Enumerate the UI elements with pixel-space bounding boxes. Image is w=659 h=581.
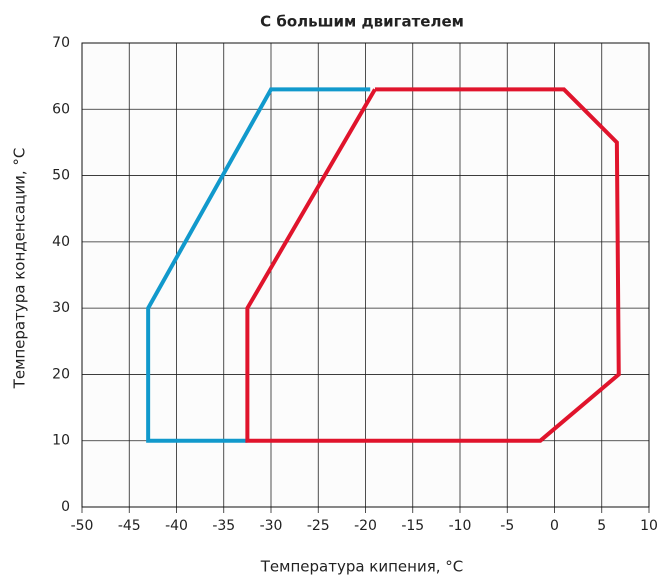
- x-tick-label: -35: [212, 518, 235, 534]
- x-tick-label: -30: [260, 518, 283, 534]
- y-tick-label: 70: [52, 35, 70, 51]
- chart-title: С большим двигателем: [260, 13, 464, 31]
- x-tick-label: -10: [449, 518, 472, 534]
- y-tick-label: 50: [52, 168, 70, 184]
- x-tick-label: -45: [118, 518, 141, 534]
- series-line: [146, 87, 371, 443]
- y-tick-label: 60: [52, 101, 70, 117]
- y-tick-label: 20: [52, 366, 70, 382]
- x-tick-label: 10: [640, 518, 658, 534]
- x-tick-label: -40: [165, 518, 188, 534]
- plot-border: [81, 42, 650, 508]
- y-tick-label: 10: [52, 433, 70, 449]
- x-tick-label: -50: [71, 518, 94, 534]
- y-tick-label: 40: [52, 234, 70, 250]
- series-line: [245, 87, 621, 443]
- x-tick-label: -5: [500, 518, 514, 534]
- x-tick-label: 5: [597, 518, 606, 534]
- x-tick-label: -25: [307, 518, 330, 534]
- y-tick-label: 0: [61, 499, 70, 515]
- y-tick-label: 30: [52, 300, 70, 316]
- x-tick-label: -20: [354, 518, 377, 534]
- x-tick-label: -15: [401, 518, 424, 534]
- x-tick-label: 0: [550, 518, 559, 534]
- y-axis-title: Температура конденсации, °C: [11, 148, 29, 390]
- x-axis-title: Температура кипения, °C: [260, 558, 464, 576]
